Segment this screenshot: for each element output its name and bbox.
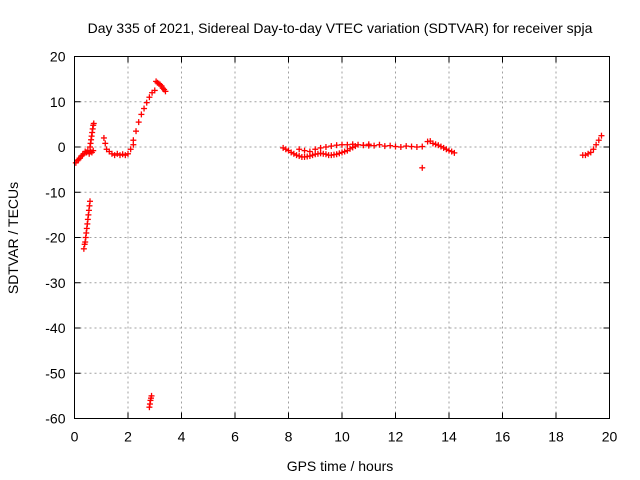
- data-point: [306, 148, 313, 155]
- data-point: [148, 392, 155, 399]
- data-point: [141, 105, 148, 112]
- data-point: [451, 149, 458, 156]
- data-point: [328, 143, 335, 150]
- data-point: [143, 99, 150, 106]
- data-point: [593, 141, 600, 148]
- data-point: [312, 146, 319, 153]
- data-point: [102, 140, 109, 147]
- data-point: [151, 87, 158, 94]
- data-point: [116, 152, 123, 159]
- data-point: [162, 88, 169, 95]
- data-points: [72, 78, 605, 411]
- data-point: [360, 142, 367, 149]
- data-point: [408, 143, 415, 150]
- data-point: [80, 245, 87, 252]
- data-point: [429, 140, 436, 147]
- data-point: [355, 141, 362, 148]
- data-point: [87, 198, 94, 205]
- y-tick-label: -50: [45, 365, 65, 381]
- data-point: [84, 147, 91, 154]
- x-tick-label: 10: [334, 429, 350, 445]
- data-point: [119, 151, 126, 158]
- data-point: [317, 144, 324, 151]
- data-point: [138, 111, 145, 118]
- data-point: [349, 141, 356, 148]
- data-point: [403, 143, 410, 150]
- data-point: [322, 144, 329, 150]
- y-tick-label: -20: [45, 230, 65, 246]
- x-tick-label: 18: [548, 429, 564, 445]
- data-point: [293, 152, 300, 159]
- data-point: [595, 137, 602, 144]
- data-point: [387, 142, 394, 149]
- data-point: [392, 143, 399, 150]
- data-point: [419, 143, 426, 150]
- x-axis-label: GPS time / hours: [287, 458, 394, 474]
- y-tick-label: 20: [50, 49, 66, 65]
- data-point: [365, 141, 372, 148]
- x-tick-label: 0: [71, 429, 79, 445]
- x-tick-label: 12: [388, 429, 404, 445]
- x-tick-label: 8: [285, 429, 293, 445]
- x-tick-label: 20: [602, 429, 618, 445]
- x-tick-label: 6: [231, 429, 239, 445]
- data-point: [90, 147, 97, 154]
- data-point: [413, 144, 420, 150]
- data-point: [296, 146, 303, 153]
- data-point: [397, 144, 404, 150]
- y-tick-label: -30: [45, 275, 65, 291]
- data-point: [341, 148, 348, 155]
- x-tick-label: 2: [124, 429, 132, 445]
- data-point: [90, 120, 97, 127]
- data-point: [381, 143, 388, 150]
- data-point: [296, 153, 303, 160]
- y-tick-label: 10: [50, 94, 66, 110]
- y-axis-label: SDTVAR / TECUs: [5, 182, 21, 294]
- data-point: [419, 164, 426, 171]
- chart-title: Day 335 of 2021, Sidereal Day-to-day VTE…: [88, 20, 593, 36]
- data-point: [598, 132, 605, 139]
- x-tick-label: 4: [178, 429, 186, 445]
- data-point: [587, 149, 594, 156]
- data-point: [344, 141, 351, 148]
- data-point: [309, 152, 316, 159]
- y-tick-label: 0: [58, 139, 66, 155]
- data-point: [376, 141, 383, 148]
- data-point: [100, 134, 107, 141]
- data-point: [82, 148, 89, 155]
- data-point: [339, 141, 345, 148]
- x-tick-label: 14: [441, 429, 457, 445]
- data-point: [432, 141, 439, 148]
- y-tick-label: -40: [45, 320, 65, 336]
- data-point: [127, 146, 134, 153]
- y-tick-label: -60: [45, 411, 65, 427]
- data-point: [130, 137, 137, 144]
- plot-frame: [74, 56, 610, 419]
- data-point: [133, 128, 140, 135]
- data-point: [336, 150, 343, 157]
- y-tick-label: -10: [45, 184, 65, 200]
- data-point: [339, 149, 345, 156]
- data-point: [333, 151, 340, 158]
- grid-lines: [74, 56, 610, 419]
- data-point: [125, 150, 131, 157]
- data-point: [322, 151, 329, 158]
- data-point: [590, 146, 597, 153]
- data-point: [333, 142, 340, 149]
- axis-ticks: 0 2 4 6 8 10 12 14 16 18 20 -60 -50 -40 -30 -20 -10 0 10 20: [45, 49, 617, 445]
- data-point: [146, 94, 153, 101]
- data-point: [446, 147, 452, 154]
- data-point: [135, 119, 142, 126]
- data-point: [301, 147, 308, 154]
- x-tick-label: 16: [495, 429, 511, 445]
- data-point: [371, 142, 378, 149]
